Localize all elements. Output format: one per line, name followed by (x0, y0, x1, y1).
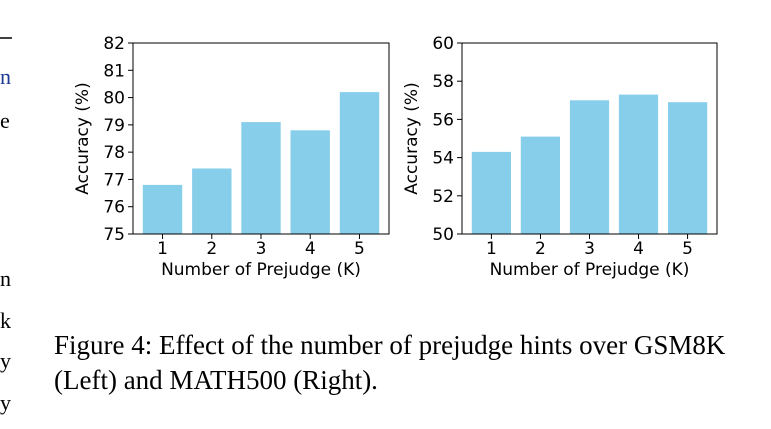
y-axis-label: Accuracy (%) (402, 82, 422, 194)
x-tick-label: 5 (682, 239, 693, 259)
y-tick-label: 76 (103, 198, 125, 218)
bar (618, 94, 659, 234)
y-tick-label: 82 (103, 34, 125, 54)
x-tick-label: 1 (486, 239, 497, 259)
y-tick-label: 60 (432, 34, 454, 54)
plot-frame (132, 42, 390, 235)
x-axis-label: Number of Prejudge (K) (161, 260, 361, 280)
margin-fragment: n (0, 64, 11, 89)
x-tick-label: 3 (256, 239, 267, 259)
x-tick-label: 5 (354, 239, 365, 259)
y-tick-label: 50 (432, 225, 454, 245)
margin-fragment: n (0, 266, 11, 291)
margin-fragment: e (0, 108, 10, 133)
y-tick-label: 77 (103, 170, 125, 190)
figure-caption: Figure 4: Effect of the number of prejud… (54, 330, 726, 395)
chart-gsm8k: 1 2 3 4 5 75 76 77 78 79 80 81 82 Number of Prejudge … (73, 34, 390, 280)
y-tick-label: 78 (103, 143, 125, 163)
x-tick-label: 2 (206, 239, 217, 259)
x-tick-label: 2 (535, 239, 546, 259)
y-tick-label: 56 (432, 110, 454, 130)
bar (290, 130, 330, 234)
bar (339, 92, 380, 234)
y-axis-label: Accuracy (%) (73, 82, 93, 194)
bar (520, 136, 560, 234)
bar (569, 100, 610, 234)
bar (668, 102, 708, 234)
margin-fragment: k (0, 308, 11, 333)
y-tick-label: 81 (103, 61, 125, 81)
bar (142, 184, 183, 234)
y-tick-label: 79 (103, 116, 125, 136)
x-tick-label: 1 (157, 239, 168, 259)
y-tick-label: 54 (432, 149, 454, 169)
y-tick-label: 52 (432, 187, 454, 207)
x-tick-label: 4 (305, 239, 316, 259)
chart-math500: 1 2 3 4 5 50 52 54 56 58 60 Number of Prejudge (K) A… (402, 34, 718, 280)
bar (241, 122, 281, 234)
x-axis-label: Number of Prejudge (K) (490, 260, 690, 280)
bar (192, 168, 232, 234)
bar (471, 151, 511, 234)
plot-frame (461, 42, 718, 235)
y-tick-label: 58 (432, 72, 454, 92)
y-tick-label: 75 (103, 225, 125, 245)
y-tick-label: 80 (103, 89, 125, 109)
x-tick-label: 4 (633, 239, 644, 259)
x-tick-label: 3 (584, 239, 595, 259)
margin-fragment: y (0, 390, 11, 415)
margin-fragment: y (0, 348, 11, 373)
